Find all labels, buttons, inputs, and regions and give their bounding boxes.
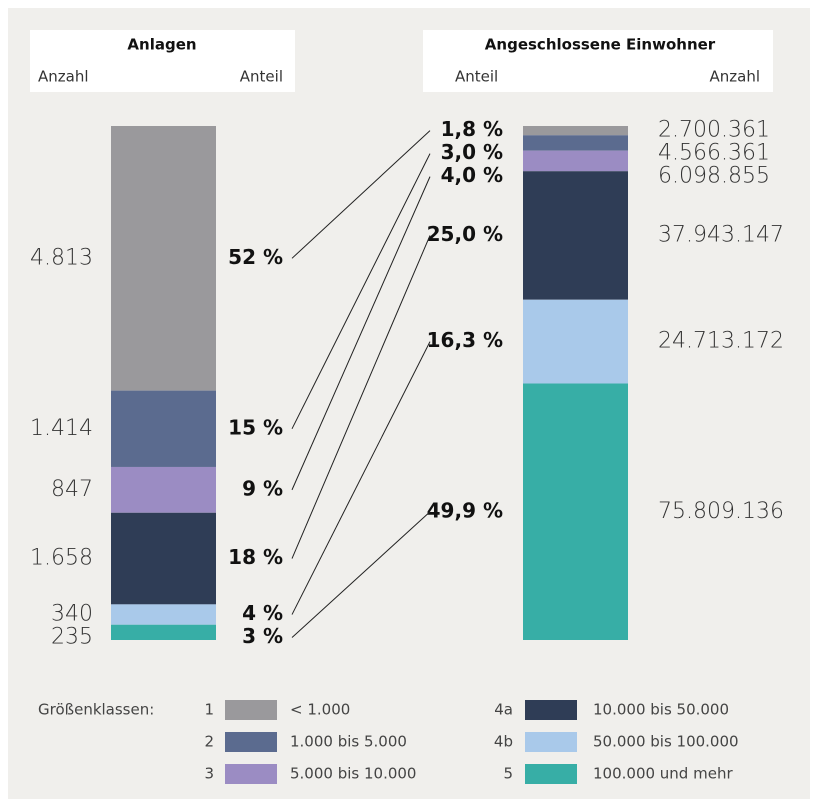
legend-swatch — [525, 764, 577, 784]
share-label: 18 % — [228, 545, 283, 569]
count-label: 847 — [51, 477, 93, 502]
count-label: 1.658 — [30, 546, 93, 571]
share-label: 52 % — [228, 245, 283, 269]
bar-segment — [523, 126, 628, 136]
connector — [291, 130, 431, 259]
legend-swatch — [525, 700, 577, 720]
count-label: 340 — [51, 602, 93, 627]
bar-segment — [111, 512, 216, 605]
connector — [291, 235, 431, 559]
bar-segment — [111, 390, 216, 467]
count-label: 75.809.136 — [658, 499, 784, 524]
legend-label: < 1.000 — [290, 701, 350, 719]
legend-label: 1.000 bis 5.000 — [290, 733, 407, 751]
legend-swatch — [225, 700, 277, 720]
bar-segment — [523, 383, 628, 640]
legend-id: 4a — [494, 701, 513, 719]
bar-segment — [111, 466, 216, 513]
bar-segment — [523, 299, 628, 384]
count-label: 4.566.361 — [658, 141, 770, 166]
count-label: 4.813 — [30, 245, 93, 270]
legend-id: 2 — [204, 733, 214, 751]
legend-label: 10.000 bis 50.000 — [593, 701, 729, 719]
legend-label: 100.000 und mehr — [593, 765, 733, 783]
share-header: Anteil — [240, 68, 283, 86]
connector — [291, 153, 431, 430]
share-label: 25,0 % — [427, 222, 503, 246]
legend-swatch — [225, 764, 277, 784]
share-label: 3,0 % — [441, 140, 503, 164]
count-label: 37.943.147 — [658, 222, 784, 247]
share-label: 3 % — [242, 624, 283, 648]
bar-segment — [111, 624, 216, 640]
share-label: 9 % — [242, 476, 283, 500]
count-label: 6.098.855 — [658, 164, 770, 189]
count-header: Anzahl — [709, 68, 760, 86]
count-label: 1.414 — [30, 416, 93, 441]
legend-label: 5.000 bis 10.000 — [290, 765, 416, 783]
connector — [291, 176, 431, 491]
count-label: 2.700.361 — [658, 118, 770, 143]
share-label: 15 % — [228, 415, 283, 439]
share-header: Anteil — [455, 68, 498, 86]
legend-title: Größenklassen: — [38, 701, 154, 719]
panel-title: Angeschlossene Einwohner — [485, 36, 716, 54]
share-label: 4,0 % — [441, 163, 503, 187]
share-label: 1,8 % — [441, 117, 503, 141]
bar-segment — [523, 171, 628, 300]
count-header: Anzahl — [38, 68, 89, 86]
panel-title: Anlagen — [127, 36, 196, 54]
share-label: 49,9 % — [427, 498, 503, 522]
connector — [291, 511, 431, 638]
share-label: 16,3 % — [427, 328, 503, 352]
bar-segment — [111, 126, 216, 391]
bar-segment — [523, 135, 628, 151]
header-box — [423, 30, 773, 92]
header-box — [30, 30, 295, 92]
legend-id: 5 — [503, 765, 513, 783]
bar-segment — [523, 150, 628, 172]
legend-swatch — [525, 732, 577, 752]
legend-id: 3 — [204, 765, 214, 783]
legend-id: 4b — [494, 733, 513, 751]
count-label: 24.713.172 — [658, 329, 784, 354]
count-label: 235 — [51, 625, 93, 650]
connector — [291, 341, 431, 615]
share-label: 4 % — [242, 601, 283, 625]
legend-id: 1 — [204, 701, 214, 719]
bar-segment — [111, 604, 216, 625]
legend-label: 50.000 bis 100.000 — [593, 733, 739, 751]
legend-swatch — [225, 732, 277, 752]
